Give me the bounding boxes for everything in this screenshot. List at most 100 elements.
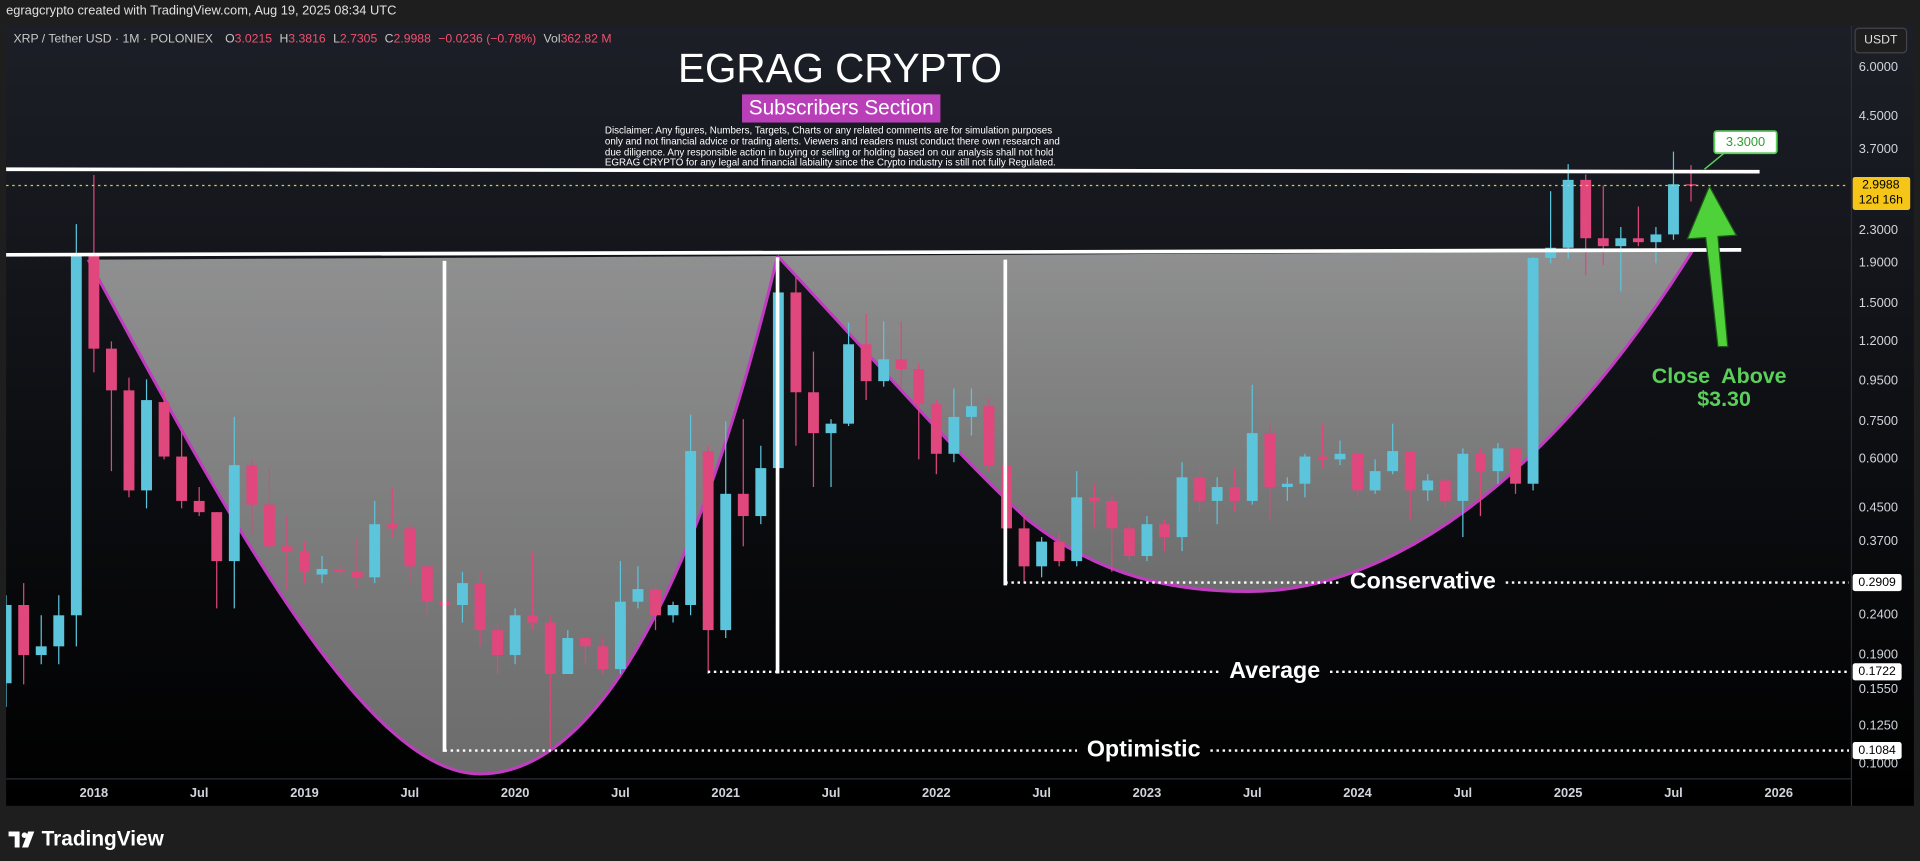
footer: TradingView [8, 828, 165, 851]
arrow [1686, 184, 1738, 348]
x-tick-label: 2019 [290, 785, 319, 800]
candle-body [474, 583, 486, 631]
target-label-box [1713, 130, 1778, 155]
ohlc-value: 2.7305 [340, 32, 378, 46]
disclaimer: only and not financial advice or trading… [605, 137, 1060, 148]
candle-body [1650, 234, 1662, 243]
candle-body [457, 583, 468, 605]
candle-body [1685, 184, 1697, 186]
target-line [6, 167, 1760, 174]
cup-fill [88, 256, 778, 774]
countdown: 12d 16h [1859, 192, 1903, 206]
volume: 362.82 M [561, 32, 612, 46]
candle-body [948, 416, 960, 454]
candles [6, 151, 1697, 749]
candle-body [1281, 483, 1293, 488]
candle-body [632, 589, 644, 602]
candle-body [105, 348, 117, 391]
candle-body [579, 638, 591, 647]
y-tick-label: 0.1900 [1859, 646, 1898, 661]
candle-body [1527, 257, 1539, 484]
candle-body [1439, 480, 1451, 501]
candle-body [1176, 477, 1188, 538]
candle-body [281, 546, 293, 552]
level-name: Optimistic [1087, 736, 1201, 762]
candle-body [1141, 524, 1153, 557]
candle-body [228, 465, 240, 562]
candle-body [527, 615, 539, 623]
candle-body [369, 524, 381, 578]
ohlc-key: O [225, 32, 235, 46]
candle-body [825, 423, 837, 434]
candle-body [755, 468, 767, 517]
candle-body [808, 392, 819, 434]
x-tick-label: Jul [1664, 785, 1683, 800]
brand: TradingView [42, 828, 165, 851]
currency-button[interactable] [1854, 27, 1908, 54]
subtitle-box [742, 94, 941, 123]
candle-body [1387, 451, 1399, 472]
target-label: 3.3000 [1726, 134, 1765, 149]
disclaimer: EGRAG CRYPTO for any legal and financial… [605, 158, 1056, 169]
candle-body [983, 406, 995, 466]
candle-body [35, 646, 47, 656]
candle-body [316, 569, 328, 575]
ohlc-key: C [385, 32, 394, 46]
candle-body [895, 359, 907, 370]
candle-body [1422, 480, 1434, 491]
candle-body [1211, 487, 1223, 501]
x-tick-label: 2018 [80, 785, 109, 800]
y-tick-label: 0.1550 [1859, 681, 1898, 696]
candle-body [1580, 179, 1592, 239]
brand-logo [21, 832, 28, 839]
candle-body [1492, 448, 1504, 472]
candle-body [123, 390, 135, 491]
candle-body [70, 254, 82, 616]
candle-body [158, 402, 170, 457]
ohlc-key: H [279, 32, 288, 46]
candle-body [53, 615, 65, 647]
ohlc-value: 3.3816 [288, 32, 326, 46]
price-box [1852, 176, 1911, 211]
x-tick-label: Jul [190, 785, 209, 800]
change: −0.0236 (−0.78%) [438, 32, 536, 46]
candle-body [860, 344, 872, 382]
candle-body [334, 569, 346, 572]
x-tick-label: Jul [822, 785, 841, 800]
level-name: Conservative [1350, 568, 1496, 594]
candle-body [1088, 497, 1100, 501]
candle-body [421, 566, 433, 602]
y-tick-label: 3.7000 [1859, 141, 1898, 156]
candle-body [18, 604, 30, 656]
disclaimer: Disclaimer: Any figures, Numbers, Target… [605, 126, 1052, 137]
candle-body [1317, 456, 1328, 460]
candle-body [211, 512, 223, 562]
level-axis-box [1852, 742, 1902, 760]
candle-body [193, 500, 205, 513]
candle-body [1194, 477, 1206, 501]
candle-body [614, 601, 626, 670]
candle-body [492, 630, 503, 656]
candle-body [667, 604, 679, 616]
candle-body [878, 359, 890, 382]
header-text: egragcrypto created with TradingView.com… [6, 3, 396, 18]
level-axis-label: 0.1722 [1858, 664, 1896, 678]
candle-body [1562, 179, 1574, 248]
candle-body [544, 622, 556, 674]
candle-body [263, 504, 275, 547]
target-annotation: $3.30 [1697, 387, 1751, 411]
x-tick-label: 2025 [1554, 785, 1583, 800]
x-tick-label: Jul [401, 785, 420, 800]
y-tick-label: 0.7500 [1859, 413, 1898, 428]
x-tick-label: 2024 [1343, 785, 1372, 800]
candle-body [1352, 453, 1363, 491]
candle-body [1053, 541, 1065, 562]
y-tick-label: 0.4500 [1859, 500, 1898, 515]
candle-body [1404, 451, 1416, 491]
candle-body [1632, 238, 1644, 243]
candle-body [141, 400, 152, 491]
currency[interactable]: USDT [1864, 33, 1898, 47]
candle-body [6, 604, 12, 684]
